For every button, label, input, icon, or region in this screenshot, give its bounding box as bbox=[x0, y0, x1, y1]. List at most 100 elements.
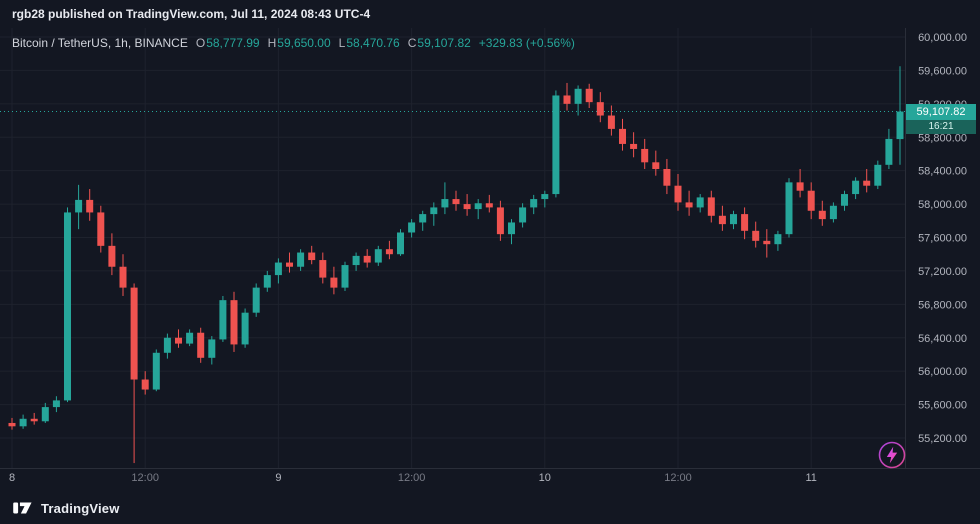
price-tick-label: 58,800.00 bbox=[918, 132, 967, 144]
candle-body bbox=[241, 312, 249, 345]
open-label: O bbox=[195, 36, 206, 50]
candle-wick bbox=[444, 182, 446, 215]
candle-body bbox=[652, 162, 660, 169]
candle-body bbox=[885, 138, 893, 165]
high-label: H bbox=[267, 36, 277, 50]
chart-area[interactable]: 60,000.0059,600.0059,200.0058,800.0058,4… bbox=[0, 28, 980, 492]
candle-body bbox=[696, 197, 704, 208]
attribution-text: rgb28 published on TradingView.com, Jul … bbox=[12, 7, 371, 21]
price-tick-label: 56,000.00 bbox=[918, 366, 967, 378]
candle-body bbox=[108, 245, 116, 267]
candle-body bbox=[541, 194, 549, 200]
candle-body bbox=[219, 300, 227, 340]
ohlc-close: C 59,107.82 bbox=[408, 36, 471, 50]
candle-body bbox=[619, 128, 626, 144]
candle-body bbox=[596, 102, 604, 116]
candle-body bbox=[685, 202, 693, 208]
tradingview-logo-icon[interactable] bbox=[12, 498, 34, 518]
candle-body bbox=[52, 400, 60, 408]
candle-body bbox=[841, 194, 848, 206]
candle-body bbox=[452, 199, 460, 205]
candle-body bbox=[397, 232, 404, 255]
low-label: L bbox=[338, 36, 346, 50]
candle-body bbox=[141, 379, 149, 390]
candle-body bbox=[208, 339, 216, 358]
candle-body bbox=[574, 88, 582, 104]
candle-body bbox=[152, 352, 160, 390]
last-price-value: 59,107.82 bbox=[906, 103, 976, 120]
time-tick-label: 8 bbox=[9, 472, 15, 484]
close-value: 59,107.82 bbox=[417, 36, 471, 50]
time-tick-label: 10 bbox=[539, 472, 551, 484]
candle-body bbox=[41, 407, 49, 422]
candle-body bbox=[297, 252, 305, 267]
time-tick-label: 12:00 bbox=[131, 472, 159, 484]
bar-countdown: 16:21 bbox=[906, 119, 976, 134]
candle-body bbox=[818, 210, 826, 220]
time-tick-label: 9 bbox=[275, 472, 281, 484]
candle-body bbox=[341, 265, 349, 288]
candle-body bbox=[807, 190, 815, 211]
price-tick-label: 55,200.00 bbox=[918, 433, 967, 445]
candle-body bbox=[230, 300, 238, 345]
candle-body bbox=[707, 197, 715, 216]
candle-body bbox=[785, 182, 793, 235]
candle-body bbox=[130, 287, 138, 380]
last-price-badge: 59,107.82 16:21 bbox=[906, 103, 976, 134]
candle-body bbox=[896, 111, 904, 140]
candle-body bbox=[252, 287, 260, 313]
candle-body bbox=[286, 262, 293, 267]
candle-body bbox=[519, 207, 527, 223]
candle-body bbox=[752, 230, 760, 241]
candle-body bbox=[352, 255, 360, 266]
candle-body bbox=[730, 214, 737, 225]
price-tick-label: 56,400.00 bbox=[918, 333, 967, 345]
footer-bar: TradingView bbox=[0, 492, 980, 524]
candle-body bbox=[64, 212, 71, 401]
tradingview-wordmark[interactable]: TradingView bbox=[41, 500, 120, 516]
candle-body bbox=[186, 332, 194, 344]
price-tick-label: 57,200.00 bbox=[918, 266, 967, 278]
candle-body bbox=[485, 203, 493, 208]
open-value: 58,777.99 bbox=[206, 36, 260, 50]
candle-body bbox=[30, 418, 38, 422]
symbol-title: Bitcoin / TetherUS, 1h, BINANCE bbox=[12, 36, 188, 50]
candlestick-chart[interactable]: 60,000.0059,600.0059,200.0058,800.0058,4… bbox=[0, 28, 980, 492]
candle-body bbox=[718, 215, 726, 225]
candle-body bbox=[829, 205, 837, 220]
candle-body bbox=[263, 275, 271, 288]
candle-body bbox=[496, 207, 504, 235]
candle-body bbox=[863, 180, 871, 186]
candle-body bbox=[363, 255, 371, 263]
candle-body bbox=[585, 88, 593, 103]
candle-wick bbox=[33, 412, 35, 425]
boost-button[interactable] bbox=[877, 440, 907, 470]
candle-body bbox=[630, 143, 638, 149]
candle-body bbox=[607, 115, 615, 129]
candle-body bbox=[552, 95, 560, 195]
low-value: 58,470.76 bbox=[346, 36, 400, 50]
candle-body bbox=[408, 222, 416, 233]
candle-body bbox=[508, 222, 515, 235]
change-value: +329.83 (+0.56%) bbox=[478, 36, 575, 50]
ohlc-low: L 58,470.76 bbox=[339, 36, 400, 50]
candle-body bbox=[86, 199, 94, 213]
candle-body bbox=[641, 148, 649, 163]
price-tick-label: 58,000.00 bbox=[918, 199, 967, 211]
candle-body bbox=[385, 249, 393, 255]
candle-body bbox=[330, 277, 338, 288]
attribution-bar: rgb28 published on TradingView.com, Jul … bbox=[0, 0, 980, 28]
ohlc-open: O 58,777.99 bbox=[196, 36, 260, 50]
price-tick-label: 56,800.00 bbox=[918, 299, 967, 311]
candle-body bbox=[19, 418, 27, 427]
high-value: 59,650.00 bbox=[277, 36, 331, 50]
candle-body bbox=[763, 240, 771, 245]
candle-body bbox=[75, 199, 83, 213]
candle-body bbox=[175, 337, 182, 344]
price-tick-label: 60,000.00 bbox=[918, 32, 967, 44]
candle-body bbox=[663, 168, 671, 186]
candle-body bbox=[197, 332, 205, 358]
candle-body bbox=[874, 164, 882, 186]
price-tick-label: 58,400.00 bbox=[918, 166, 967, 178]
time-tick-label: 12:00 bbox=[398, 472, 426, 484]
